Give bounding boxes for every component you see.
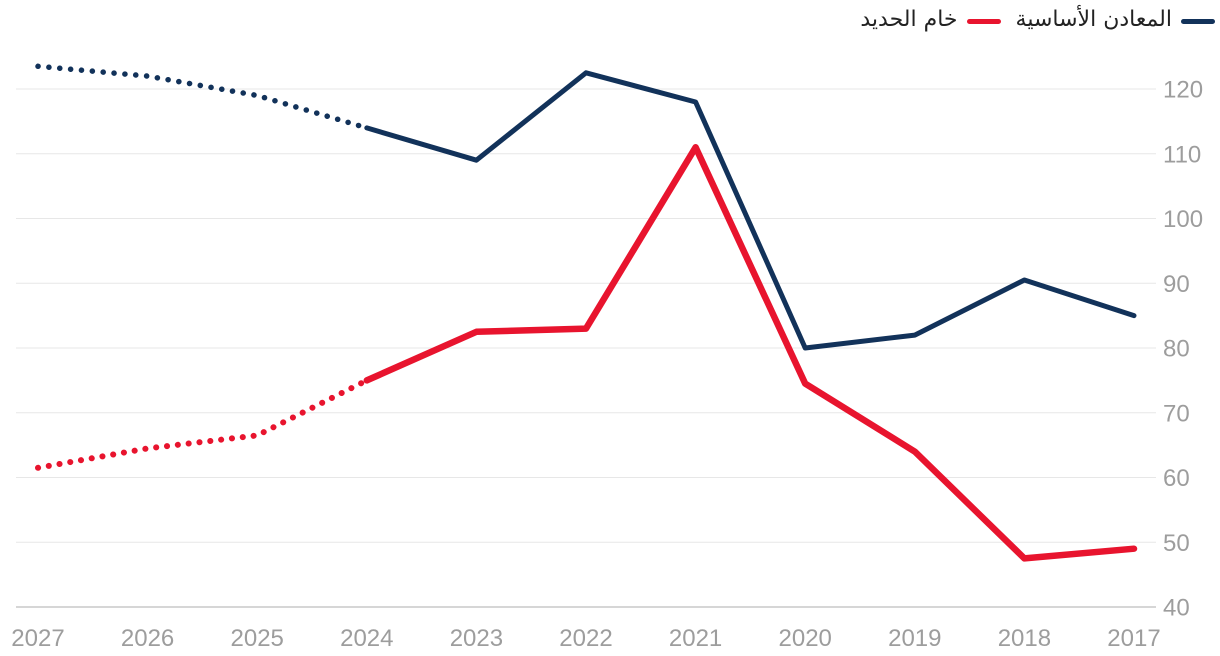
- legend-label-base-metals: المعادن الأساسية: [1015, 7, 1172, 32]
- legend: خام الحديد المعادن الأساسية: [860, 7, 1215, 33]
- x-tick-label: 2021: [669, 625, 722, 652]
- x-tick-label: 2018: [998, 625, 1051, 652]
- y-tick-label: 70: [1163, 400, 1190, 427]
- legend-label-iron-ore: خام الحديد: [860, 7, 958, 32]
- legend-item-base-metals: المعادن الأساسية: [1016, 7, 1215, 33]
- series-line-iron-ore: [363, 144, 1138, 562]
- x-tick-label: 2027: [11, 625, 64, 652]
- x-tick-label: 2024: [340, 625, 393, 652]
- x-tick-label: 2020: [779, 625, 832, 652]
- y-tick-label: 40: [1163, 595, 1190, 622]
- y-tick-label: 110: [1163, 141, 1201, 168]
- x-tick-label: 2019: [888, 625, 941, 652]
- y-tick-label: 90: [1163, 271, 1190, 298]
- y-tick-label: 120: [1163, 77, 1203, 104]
- x-tick-label: 2025: [231, 625, 284, 652]
- series-forecast-dotted-iron-ore: [35, 377, 370, 471]
- y-tick-label: 80: [1163, 336, 1190, 363]
- legend-marker-iron-ore: [966, 18, 1001, 24]
- x-tick-label: 2023: [450, 625, 503, 652]
- legend-item-iron-ore: خام الحديد: [860, 7, 1001, 33]
- x-tick-label: 2026: [121, 625, 174, 652]
- legend-marker-base-metals: [1181, 18, 1215, 24]
- series-line-base-metals: [364, 70, 1137, 351]
- x-tick-label: 2017: [1107, 625, 1160, 652]
- series-forecast-dotted-base-metals: [35, 63, 370, 131]
- y-tick-label: 100: [1163, 206, 1203, 233]
- y-tick-label: 60: [1163, 465, 1190, 492]
- y-tick-label: 50: [1163, 530, 1190, 557]
- x-tick-label: 2022: [559, 625, 612, 652]
